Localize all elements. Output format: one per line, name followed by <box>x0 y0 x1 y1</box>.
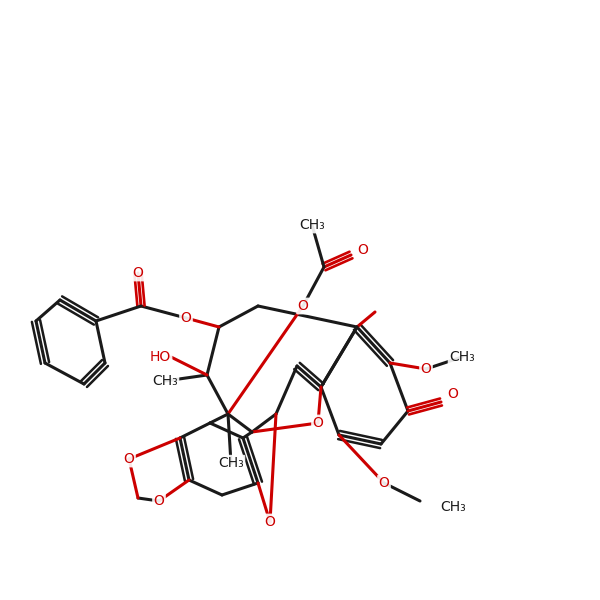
Text: CH₃: CH₃ <box>440 500 466 514</box>
Text: CH₃: CH₃ <box>152 374 178 388</box>
Text: O: O <box>154 494 164 508</box>
Text: O: O <box>358 243 368 257</box>
Text: O: O <box>298 299 308 313</box>
Text: CH₃: CH₃ <box>299 218 325 232</box>
Text: O: O <box>448 387 458 401</box>
Text: O: O <box>181 311 191 325</box>
Text: O: O <box>379 476 389 490</box>
Text: O: O <box>313 416 323 430</box>
Text: CH₃: CH₃ <box>218 456 244 470</box>
Text: O: O <box>421 362 431 376</box>
Text: CH₃: CH₃ <box>449 350 475 364</box>
Text: O: O <box>124 452 134 466</box>
Text: O: O <box>265 515 275 529</box>
Text: O: O <box>133 266 143 280</box>
Text: HO: HO <box>150 350 171 364</box>
